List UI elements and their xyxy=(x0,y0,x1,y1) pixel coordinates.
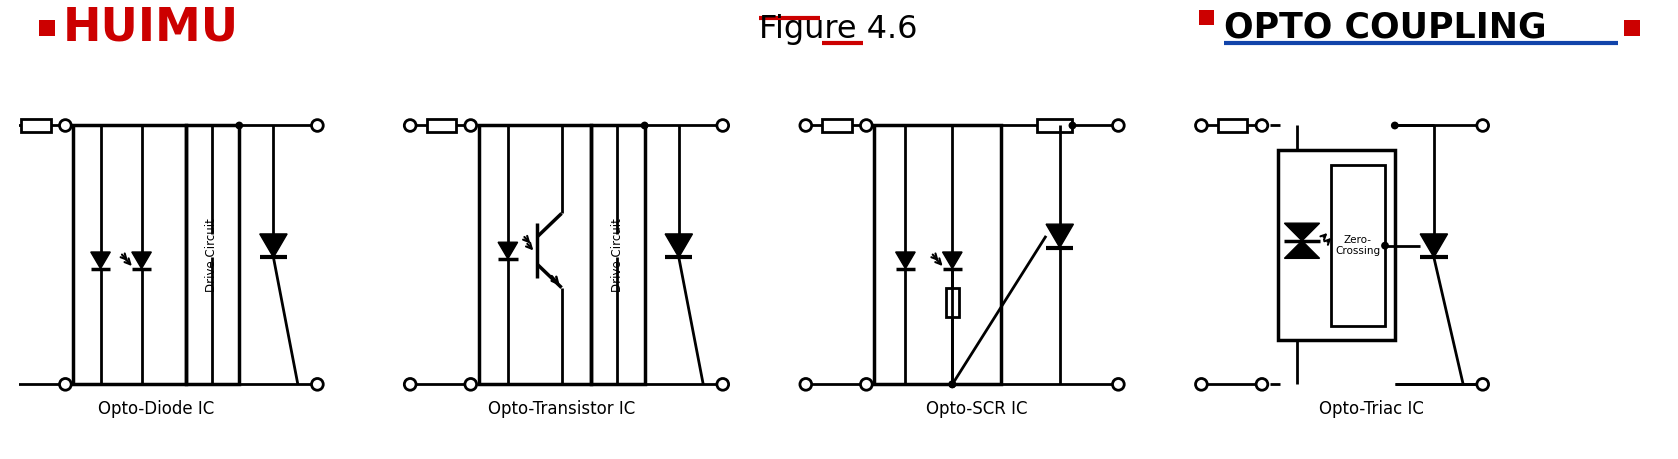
Text: HUIMU: HUIMU xyxy=(62,6,238,50)
Bar xyxy=(426,119,456,132)
Circle shape xyxy=(800,120,812,131)
Circle shape xyxy=(1069,122,1076,129)
Circle shape xyxy=(312,120,324,131)
Circle shape xyxy=(312,379,324,390)
Bar xyxy=(591,125,644,384)
Text: Opto-Diode IC: Opto-Diode IC xyxy=(97,400,215,418)
Polygon shape xyxy=(1284,241,1319,258)
Circle shape xyxy=(1477,120,1488,131)
Bar xyxy=(874,125,1002,384)
Circle shape xyxy=(641,122,648,129)
Circle shape xyxy=(717,379,728,390)
Polygon shape xyxy=(896,252,915,269)
Bar xyxy=(822,119,852,132)
Bar xyxy=(946,288,958,318)
Circle shape xyxy=(948,381,956,388)
Circle shape xyxy=(1195,120,1206,131)
Polygon shape xyxy=(91,252,111,269)
Text: Zero-
Crossing: Zero- Crossing xyxy=(1336,235,1381,257)
Polygon shape xyxy=(1284,223,1319,241)
Circle shape xyxy=(800,379,812,390)
Bar xyxy=(1200,10,1215,25)
Bar xyxy=(1331,165,1384,326)
Circle shape xyxy=(0,120,10,131)
Polygon shape xyxy=(1420,234,1448,257)
Bar xyxy=(1624,20,1639,36)
Text: Opto-Triac IC: Opto-Triac IC xyxy=(1319,400,1425,418)
Bar xyxy=(186,125,240,384)
Text: OPTO COUPLING: OPTO COUPLING xyxy=(1223,11,1547,45)
Circle shape xyxy=(861,379,873,390)
Bar xyxy=(1037,119,1072,132)
Circle shape xyxy=(404,379,416,390)
Circle shape xyxy=(59,379,70,390)
Circle shape xyxy=(1113,379,1124,390)
Circle shape xyxy=(948,381,956,388)
Circle shape xyxy=(59,120,70,131)
Polygon shape xyxy=(664,234,693,257)
Circle shape xyxy=(1381,242,1389,250)
Bar xyxy=(1218,119,1247,132)
Bar xyxy=(22,119,50,132)
Text: Figure 4.6: Figure 4.6 xyxy=(758,14,918,45)
Text: Drive Circuit: Drive Circuit xyxy=(611,218,624,292)
Circle shape xyxy=(861,120,873,131)
Bar xyxy=(478,125,591,384)
Circle shape xyxy=(1477,379,1488,390)
Circle shape xyxy=(1257,379,1269,390)
Circle shape xyxy=(1113,120,1124,131)
Polygon shape xyxy=(260,234,287,257)
Circle shape xyxy=(1257,120,1269,131)
Polygon shape xyxy=(943,252,961,269)
Bar xyxy=(1277,150,1394,341)
Circle shape xyxy=(465,379,477,390)
Circle shape xyxy=(717,120,728,131)
Circle shape xyxy=(1391,122,1399,129)
Bar xyxy=(39,20,55,36)
Polygon shape xyxy=(498,242,517,259)
Circle shape xyxy=(0,379,10,390)
Text: Opto-SCR IC: Opto-SCR IC xyxy=(926,400,1027,418)
Polygon shape xyxy=(133,252,151,269)
Text: Opto-Transistor IC: Opto-Transistor IC xyxy=(488,400,636,418)
Polygon shape xyxy=(1045,224,1074,247)
Circle shape xyxy=(465,120,477,131)
Circle shape xyxy=(1195,379,1206,390)
Bar xyxy=(74,125,186,384)
Circle shape xyxy=(404,120,416,131)
Text: Drive Circuit: Drive Circuit xyxy=(205,218,218,292)
Circle shape xyxy=(235,122,243,129)
